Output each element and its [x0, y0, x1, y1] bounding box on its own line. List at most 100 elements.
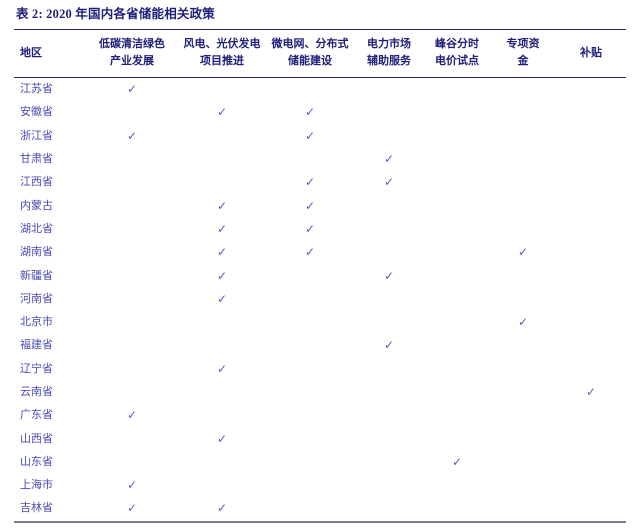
policy-cell: ✓: [266, 381, 354, 404]
policy-cell: ✓: [556, 334, 626, 357]
policy-cell: ✓: [178, 78, 266, 102]
policy-cell: ✓: [354, 381, 424, 404]
table-row: 山西省✓✓✓✓✓✓✓: [14, 427, 626, 450]
policy-cell: ✓: [266, 451, 354, 474]
policy-cell: ✓: [266, 78, 354, 102]
policy-cell: ✓: [86, 125, 178, 148]
policy-cell: ✓: [266, 264, 354, 287]
policy-cell: ✓: [424, 148, 490, 171]
policy-cell: ✓: [424, 381, 490, 404]
policy-cell: ✓: [556, 125, 626, 148]
check-icon: ✓: [304, 105, 316, 120]
policy-cell: ✓: [556, 194, 626, 217]
check-icon: ✓: [126, 478, 138, 493]
column-header-power-market: 电力市场 辅助服务: [367, 38, 411, 67]
region-cell: 上海市: [20, 479, 53, 492]
table-row: 新疆省✓✓✓✓✓✓✓: [14, 264, 626, 287]
policy-cell: ✓: [178, 474, 266, 497]
policy-cell: ✓: [266, 101, 354, 124]
region-cell: 吉林省: [14, 497, 86, 523]
policy-cell: ✓: [86, 171, 178, 194]
check-icon: ✓: [216, 245, 228, 260]
policy-cell: ✓: [266, 404, 354, 427]
table-row: 广东省✓✓✓✓✓✓✓: [14, 404, 626, 427]
policy-cell: ✓: [266, 358, 354, 381]
column-header-special-fund: 专项资 金: [506, 38, 540, 67]
table-row: 江苏省✓✓✓✓✓✓✓: [14, 78, 626, 102]
policy-cell: ✓: [490, 311, 556, 334]
policy-cell: ✓: [556, 427, 626, 450]
region-cell: 内蒙古: [20, 199, 53, 212]
check-icon: ✓: [216, 291, 228, 306]
policy-cell: ✓: [424, 194, 490, 217]
policy-cell: ✓: [178, 381, 266, 404]
policy-cell: ✓: [490, 171, 556, 194]
policy-cell: ✓: [556, 171, 626, 194]
policy-cell: ✓: [178, 497, 266, 523]
policy-cell: ✓: [424, 78, 490, 102]
check-icon: ✓: [126, 501, 138, 516]
check-icon: ✓: [304, 198, 316, 213]
policy-cell: ✓: [86, 474, 178, 497]
region-cell: 江苏省: [20, 83, 53, 96]
policy-cell: ✓: [178, 404, 266, 427]
policy-cell: ✓: [490, 427, 556, 450]
column-header-peak-valley: 峰谷分时 电价试点: [435, 38, 479, 67]
policy-cell: ✓: [424, 358, 490, 381]
policy-cell: ✓: [556, 451, 626, 474]
check-icon: ✓: [304, 245, 316, 260]
policy-cell: ✓: [86, 148, 178, 171]
table-row: 上海市✓✓✓✓✓✓✓: [14, 474, 626, 497]
policy-cell: ✓: [490, 101, 556, 124]
region-cell: 山东省: [20, 455, 53, 468]
table-body: 江苏省✓✓✓✓✓✓✓安徽省✓✓✓✓✓✓✓浙江省✓✓✓✓✓✓✓甘肃省✓✓✓✓✓✓✓…: [14, 78, 626, 523]
policy-cell: ✓: [266, 241, 354, 264]
policy-cell: ✓: [424, 451, 490, 474]
policy-cell: ✓: [556, 241, 626, 264]
policy-cell: ✓: [556, 311, 626, 334]
policy-cell: ✓: [424, 404, 490, 427]
policy-cell: ✓: [490, 381, 556, 404]
region-cell: 新疆省: [20, 269, 53, 282]
check-icon: ✓: [126, 82, 138, 97]
table-row: 内蒙古✓✓✓✓✓✓✓: [14, 194, 626, 217]
policy-cell: ✓: [490, 451, 556, 474]
policy-cell: ✓: [86, 194, 178, 217]
region-cell: 甘肃省: [20, 153, 53, 166]
policy-cell: ✓: [556, 381, 626, 404]
table-row: 湖北省✓✓✓✓✓✓✓: [14, 218, 626, 241]
region-cell: 福建省: [20, 339, 53, 352]
check-icon: ✓: [216, 268, 228, 283]
region-cell: 湖北省: [20, 222, 53, 235]
policy-cell: ✓: [266, 427, 354, 450]
region-cell: 江西省: [20, 176, 53, 189]
policy-cell: ✓: [86, 497, 178, 523]
policy-cell: ✓: [354, 241, 424, 264]
column-header-microgrid: 微电网、分布式 储能建设: [271, 38, 349, 67]
policy-cell: ✓: [86, 427, 178, 450]
region-cell: 湖南省: [20, 246, 53, 259]
policy-cell: ✓: [266, 474, 354, 497]
check-icon: ✓: [216, 105, 228, 120]
policy-cell: ✓: [424, 241, 490, 264]
policy-cell: ✓: [490, 358, 556, 381]
policy-cell: ✓: [354, 148, 424, 171]
policy-cell: ✓: [424, 218, 490, 241]
policy-cell: ✓: [424, 125, 490, 148]
policy-cell: ✓: [178, 334, 266, 357]
check-icon: ✓: [216, 361, 228, 376]
check-icon: ✓: [585, 385, 597, 399]
policy-cell: ✓: [490, 125, 556, 148]
region-cell: 辽宁省: [20, 362, 53, 375]
policy-cell: ✓: [86, 218, 178, 241]
policy-cell: ✓: [490, 497, 556, 523]
policy-cell: ✓: [86, 404, 178, 427]
policy-cell: ✓: [266, 311, 354, 334]
policy-cell: ✓: [354, 78, 424, 102]
policy-cell: ✓: [266, 171, 354, 194]
table-row: 福建省✓✓✓✓✓✓✓: [14, 334, 626, 357]
policy-cell: ✓: [354, 101, 424, 124]
policy-cell: ✓: [354, 171, 424, 194]
check-icon: ✓: [451, 454, 463, 469]
policy-cell: ✓: [424, 264, 490, 287]
